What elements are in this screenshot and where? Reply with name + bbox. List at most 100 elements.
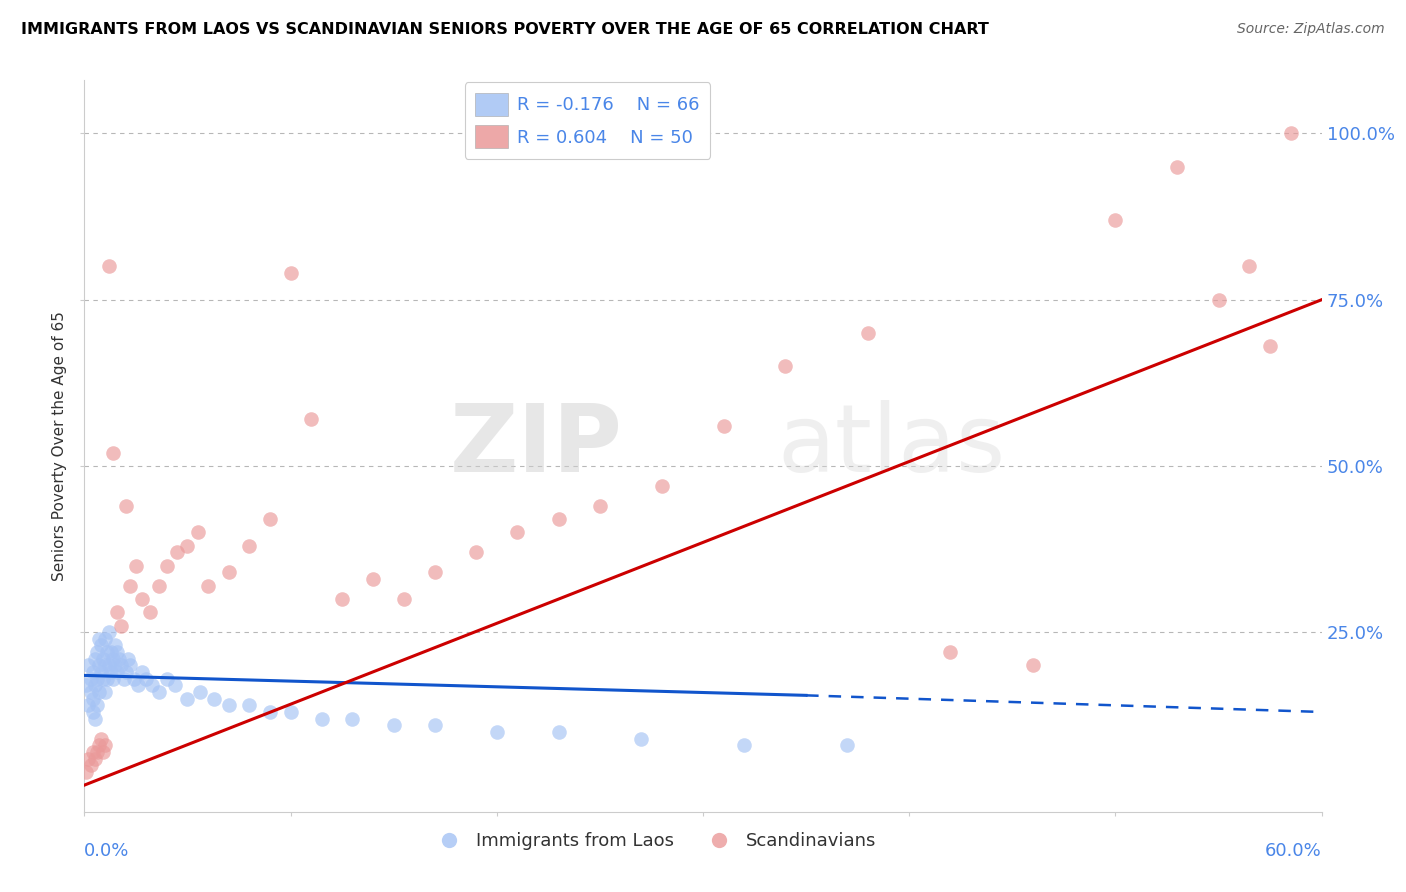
Point <box>96 672 118 686</box>
Point <box>100 645 122 659</box>
Point <box>91 745 114 759</box>
Point <box>342 712 364 726</box>
Point <box>187 525 209 540</box>
Point <box>103 672 125 686</box>
Point <box>630 731 652 746</box>
Point <box>104 658 127 673</box>
Point <box>238 539 260 553</box>
Point <box>392 591 415 606</box>
Point <box>75 678 97 692</box>
Point <box>651 479 673 493</box>
Point <box>87 738 110 752</box>
Point <box>79 758 101 772</box>
Point <box>96 645 118 659</box>
Point <box>112 672 135 686</box>
Point <box>77 658 100 673</box>
Point <box>83 712 105 726</box>
Text: ZIP: ZIP <box>450 400 623 492</box>
Point <box>1239 260 1261 274</box>
Point <box>104 639 127 653</box>
Point <box>939 645 962 659</box>
Point <box>86 645 108 659</box>
Point <box>77 698 100 713</box>
Point <box>1208 293 1230 307</box>
Point <box>98 658 121 673</box>
Point <box>131 665 153 679</box>
Point <box>110 618 132 632</box>
Point <box>90 639 112 653</box>
Point <box>90 665 112 679</box>
Point <box>118 579 141 593</box>
Point <box>218 698 240 713</box>
Point <box>98 260 121 274</box>
Point <box>94 632 117 646</box>
Point <box>114 499 136 513</box>
Point <box>122 672 145 686</box>
Point <box>110 658 132 673</box>
Point <box>105 605 128 619</box>
Point <box>135 672 157 686</box>
Legend: Immigrants from Laos, Scandinavians: Immigrants from Laos, Scandinavians <box>423 825 883 857</box>
Point <box>259 705 281 719</box>
Point <box>114 665 136 679</box>
Point <box>105 665 128 679</box>
Point <box>1022 658 1045 673</box>
Point <box>361 572 384 586</box>
Point <box>423 718 446 732</box>
Point <box>280 266 302 280</box>
Point <box>1166 160 1188 174</box>
Point <box>148 579 170 593</box>
Point <box>86 672 108 686</box>
Point <box>382 718 405 732</box>
Point <box>83 751 105 765</box>
Point <box>94 738 117 752</box>
Point <box>127 678 149 692</box>
Point <box>280 705 302 719</box>
Point <box>176 691 198 706</box>
Point <box>856 326 879 340</box>
Point <box>105 645 128 659</box>
Y-axis label: Seniors Poverty Over the Age of 65: Seniors Poverty Over the Age of 65 <box>52 311 67 581</box>
Point <box>141 678 163 692</box>
Point <box>176 539 198 553</box>
Point <box>79 685 101 699</box>
Point <box>131 591 153 606</box>
Point <box>98 625 121 640</box>
Point <box>589 499 612 513</box>
Point <box>156 558 179 573</box>
Point <box>197 579 219 593</box>
Point <box>103 652 125 666</box>
Point <box>299 412 322 426</box>
Point <box>87 685 110 699</box>
Point <box>103 445 125 459</box>
Point <box>218 566 240 580</box>
Point <box>165 678 187 692</box>
Point <box>87 658 110 673</box>
Point <box>117 652 139 666</box>
Point <box>547 512 569 526</box>
Point <box>90 731 112 746</box>
Point <box>156 672 179 686</box>
Point <box>423 566 446 580</box>
Point <box>86 698 108 713</box>
Point <box>465 545 488 559</box>
Point <box>82 691 104 706</box>
Point <box>188 685 211 699</box>
Point <box>837 738 859 752</box>
Point <box>1258 339 1281 353</box>
Point <box>506 525 529 540</box>
Point <box>733 738 755 752</box>
Point <box>547 725 569 739</box>
Point <box>125 558 148 573</box>
Point <box>238 698 260 713</box>
Text: atlas: atlas <box>778 400 1005 492</box>
Point <box>75 764 97 779</box>
Point <box>86 745 108 759</box>
Point <box>108 652 131 666</box>
Point <box>100 665 122 679</box>
Point <box>311 712 333 726</box>
Point <box>202 691 225 706</box>
Point <box>83 678 105 692</box>
Point <box>82 745 104 759</box>
Text: Source: ZipAtlas.com: Source: ZipAtlas.com <box>1237 22 1385 37</box>
